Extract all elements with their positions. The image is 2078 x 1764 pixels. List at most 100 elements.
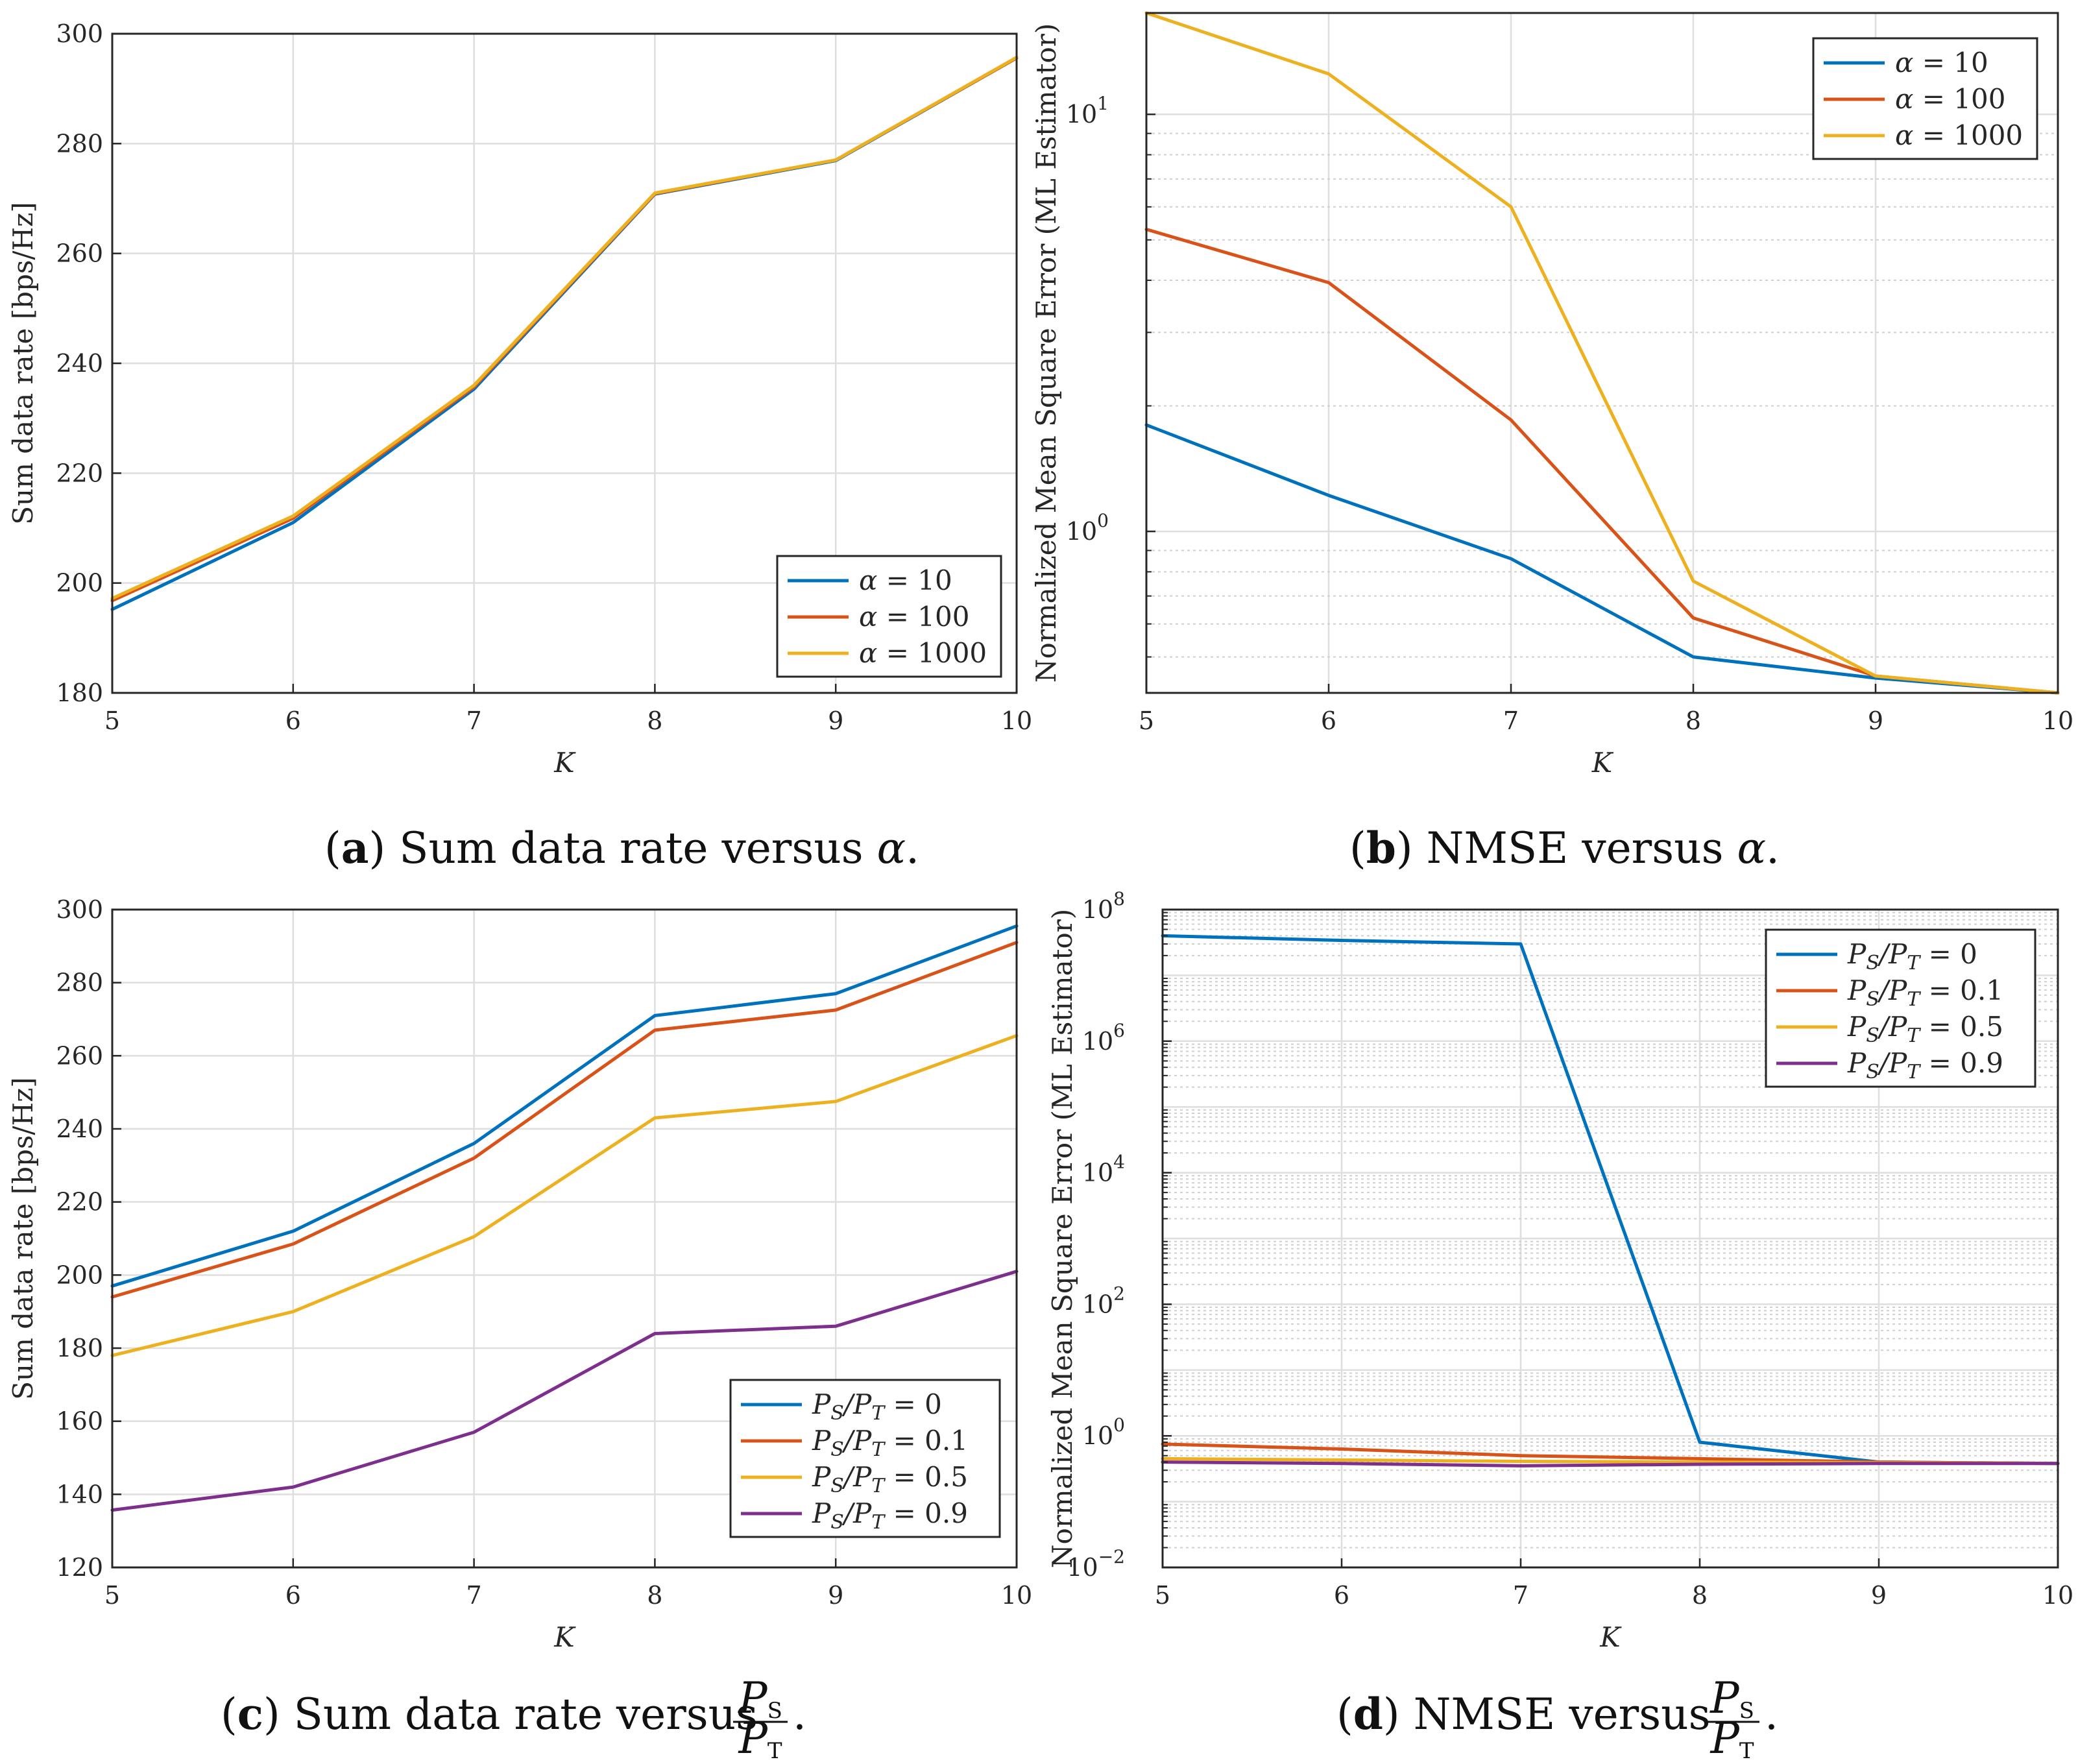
legend-entry: PS/PT = 0.1 <box>812 1425 968 1461</box>
caption-a-text: Sum data rate versus <box>399 823 863 873</box>
caption-b-end: . <box>1766 823 1780 873</box>
panel-b-axes-frame <box>1145 12 2059 694</box>
series-line-1 <box>1144 423 2060 695</box>
y-tick-label: 200 <box>56 1261 103 1289</box>
panel-a-chart: 5 6 7 8 9 10 180 200 220 240 260 280 300 K Sum data … <box>7 19 1032 779</box>
panel-d-axes-frame <box>1161 908 2059 1569</box>
x-tick-label: 6 <box>1321 707 1336 735</box>
y-tick-label: 260 <box>56 1041 103 1070</box>
y-tick-label: 180 <box>56 1334 103 1362</box>
panel-d-series <box>1161 934 2060 1468</box>
x-tick-label: 10 <box>1001 1581 1032 1610</box>
svg-text:PS: PS <box>1710 1673 1754 1724</box>
panel-a-legend: α = 10 α = 100 α = 1000 <box>776 555 1002 678</box>
legend-entry: α = 10 <box>1895 47 1988 79</box>
legend-entry: α = 100 <box>859 601 969 633</box>
caption-b-letter: b <box>1366 823 1396 873</box>
x-tick-label: 7 <box>1513 1581 1528 1610</box>
panel-d-ylabel: Normalized Mean Square Error (ML Estimat… <box>1046 909 1078 1569</box>
x-tick-label: 8 <box>1692 1581 1708 1610</box>
y-tick-label: 100 <box>1082 1414 1125 1450</box>
caption-d-letter: d <box>1353 1689 1383 1739</box>
svg-text:(b) NMSE versus α.: (b) NMSE versus α. <box>1349 823 1780 873</box>
panel-b-ylabel: Normalized Mean Square Error (ML Estimat… <box>1030 23 1062 683</box>
series-line-3 <box>1144 11 2060 695</box>
panel-c-axes-frame <box>111 908 1018 1569</box>
legend-entry: PS/PT = 0 <box>1847 938 1977 974</box>
panel-d-legend: PS/PT = 0PS/PT = 0.1PS/PT = 0.5PS/PT = 0… <box>1765 928 2036 1088</box>
panel-b-xlabel: K <box>1591 747 1614 779</box>
panel-b-series <box>1144 11 2060 695</box>
y-tick-label: 300 <box>56 895 103 924</box>
legend-entry: α = 100 <box>1895 83 2005 115</box>
series-line-3 <box>110 55 1019 600</box>
legend-entry: α = 1000 <box>859 637 987 669</box>
caption-c-open: ( <box>221 1689 237 1739</box>
y-tick-label: 220 <box>56 1188 103 1216</box>
caption-a: (a) Sum data rate versus α. <box>324 823 919 873</box>
series-line-2 <box>110 941 1019 1299</box>
x-tick-label: 9 <box>1871 1581 1887 1610</box>
y-tick-label: 280 <box>56 129 103 158</box>
panel-b-legend: α = 10 α = 100 α = 1000 <box>1812 37 2038 160</box>
caption-c-den-sub: T <box>767 1738 782 1764</box>
svg-text:(c) Sum data rate versus: (c) Sum data rate versus <box>221 1689 758 1739</box>
panel-d-chart: 5 6 7 8 9 10 10−2 100 102 104 106 108 K Normalized … <box>1046 888 2073 1653</box>
caption-a-open: ( <box>324 823 341 873</box>
caption-b-text: NMSE versus <box>1427 823 1724 873</box>
x-tick-label: 6 <box>285 1581 301 1610</box>
series-line-3 <box>110 1033 1019 1357</box>
y-tick-label: 280 <box>56 969 103 997</box>
y-tick-label: 10−2 <box>1067 1546 1125 1582</box>
y-tick-label: 240 <box>56 1115 103 1143</box>
svg-text:PT: PT <box>738 1713 782 1764</box>
x-tick-label: 10 <box>1001 707 1032 735</box>
caption-c-den: P <box>738 1713 768 1763</box>
panel-a-xlabel: K <box>553 747 576 779</box>
caption-c-num: P <box>738 1673 768 1723</box>
legend-entry: PS/PT = 0.1 <box>1847 974 2003 1011</box>
svg-text:(a) Sum data rate versus α.: (a) Sum data rate versus α. <box>324 823 919 873</box>
caption-d-den: P <box>1710 1713 1740 1763</box>
y-tick-label: 104 <box>1082 1152 1125 1187</box>
panel-c-legend: PS/PT = 0PS/PT = 0.1PS/PT = 0.5PS/PT = 0… <box>729 1379 1001 1538</box>
y-tick-label: 101 <box>1066 93 1109 128</box>
legend-entry: PS/PT = 0.5 <box>812 1461 968 1497</box>
x-tick-label: 5 <box>104 707 120 735</box>
panel-c-ylabel: Sum data rate [bps/Hz] <box>7 1077 39 1399</box>
y-tick-label: 102 <box>1082 1283 1125 1318</box>
panel-c-ticks: 5 6 7 8 9 10 120 140 160 180 200 220 240 260 280 300 <box>56 895 1032 1610</box>
panel-d-xlabel: K <box>1599 1621 1622 1653</box>
svg-text:PS: PS <box>738 1673 782 1724</box>
panel-a-ticks: 5 6 7 8 9 10 180 200 220 240 260 280 300 <box>56 19 1032 735</box>
caption-d-open: ( <box>1336 1689 1353 1739</box>
legend-entry: PS/PT = 0.9 <box>1847 1047 2003 1083</box>
x-tick-label: 10 <box>2042 1581 2073 1610</box>
panel-b-chart: 5 6 7 8 9 10 100 101 K Normalized Mean Square E… <box>1030 11 2073 779</box>
caption-d-end: . <box>1765 1689 1778 1739</box>
caption-c: (c) Sum data rate versus PS PT . <box>221 1673 806 1764</box>
panel-c-xlabel: K <box>553 1621 576 1653</box>
caption-d-num-sub: S <box>1739 1698 1754 1724</box>
caption-a-letter: a <box>341 823 369 873</box>
caption-d: (d) NMSE versus PS PT . <box>1336 1673 1778 1764</box>
series-line-4 <box>110 1270 1019 1512</box>
x-tick-label: 8 <box>647 1581 662 1610</box>
x-tick-label: 7 <box>1503 707 1519 735</box>
caption-a-symbol: α <box>877 823 906 873</box>
caption-b: (b) NMSE versus α. <box>1349 823 1780 873</box>
caption-d-close: ) <box>1383 1689 1414 1739</box>
x-tick-label: 6 <box>1334 1581 1349 1610</box>
x-tick-label: 6 <box>285 707 301 735</box>
x-tick-label: 5 <box>104 1581 120 1610</box>
x-tick-label: 8 <box>647 707 662 735</box>
y-tick-label: 106 <box>1082 1020 1125 1056</box>
legend-entry: α = 10 <box>859 564 952 596</box>
x-tick-label: 9 <box>1868 707 1883 735</box>
panel-c-series <box>110 924 1019 1512</box>
caption-c-end: . <box>793 1689 806 1739</box>
y-tick-label: 240 <box>56 349 103 378</box>
y-tick-label: 180 <box>56 679 103 707</box>
